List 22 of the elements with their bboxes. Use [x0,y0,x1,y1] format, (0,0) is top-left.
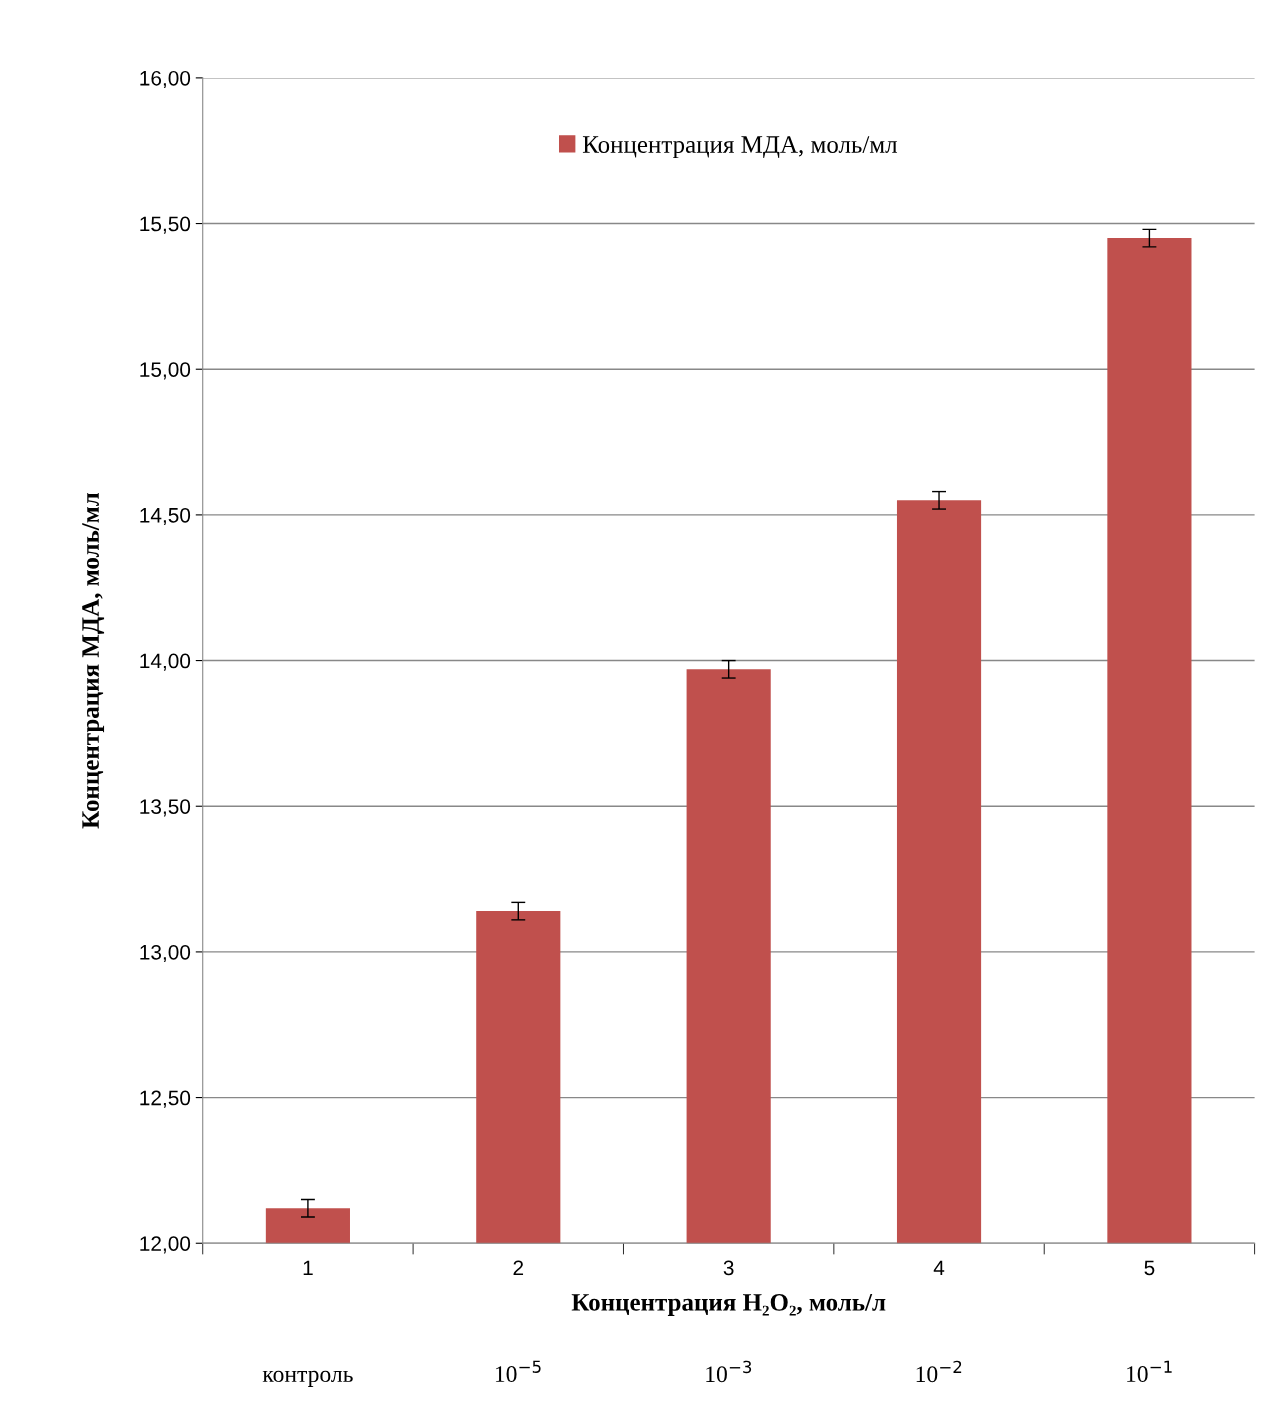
text: 10$^{−2}$ [916,1360,962,1383]
text: 10$^{−1}$ [1127,1360,1172,1382]
y-tick-label: 16,00 [140,70,191,89]
x-tick-label: 5 [1144,1260,1155,1276]
text: 10$^{−5}$ [495,1360,541,1382]
legend-label: Концентрация МДА, моль/мл [582,136,898,159]
y-tick-label: 13,50 [140,799,191,817]
y-tick-label: 14,00 [140,653,191,671]
y-tick-label: 13,00 [140,944,191,963]
text: контроль [262,1370,353,1387]
y-tick-label: 14,50 [140,507,191,526]
y-tick-label: 12,50 [140,1090,191,1108]
x-tick-label: 2 [513,1260,524,1276]
y-axis-title: Концентрация МДА, моль/мл [82,492,105,829]
y-tick-label: 15,00 [140,362,191,380]
x-tick-label: 1 [303,1260,313,1276]
text: 10$^{−3}$ [706,1360,752,1383]
x-tick-label: 3 [723,1260,734,1276]
y-tick-label: 12,00 [140,1236,191,1254]
y-tick-label: 15,50 [140,216,191,234]
x-axis-title: Концентрация H₂O₂, моль/л [571,1294,886,1316]
x-tick-label: 4 [933,1260,945,1276]
